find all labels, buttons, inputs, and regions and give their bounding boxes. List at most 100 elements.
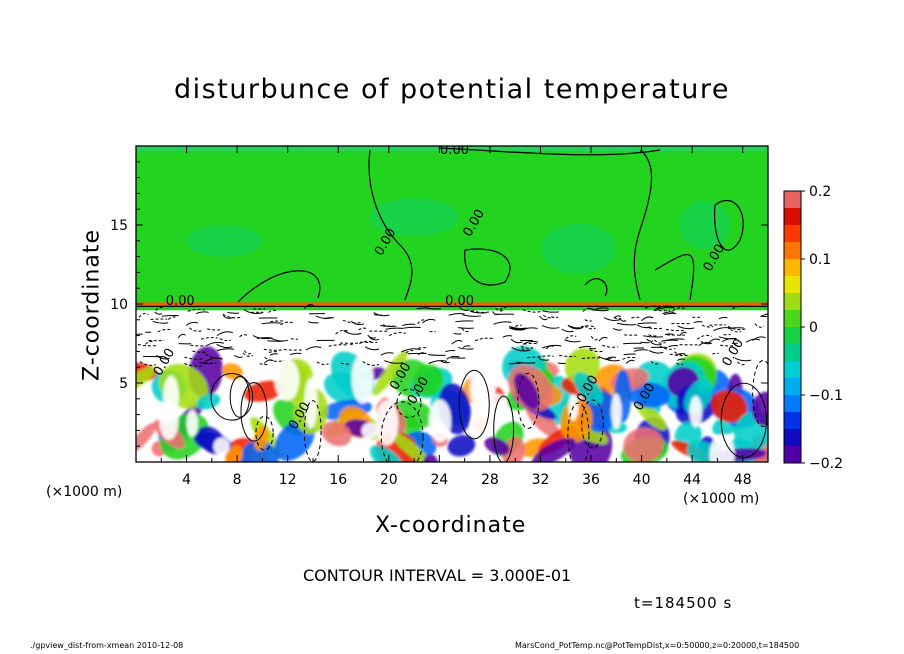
x-tick-label-4: 4	[182, 472, 191, 488]
contour-line	[650, 341, 662, 346]
contour-line	[240, 382, 268, 442]
contour-line	[493, 395, 515, 462]
field-cell	[321, 421, 352, 447]
field-patch	[369, 198, 459, 237]
contour-line	[177, 333, 186, 339]
contour-line	[429, 330, 436, 333]
contour-line	[252, 335, 273, 340]
contour-line	[303, 400, 322, 462]
contour-label: 0.00	[445, 294, 474, 309]
contour-line	[259, 363, 269, 366]
contour-line	[622, 356, 637, 360]
contour-line	[350, 342, 361, 346]
contour-line	[584, 325, 596, 330]
chart-title: disturbunce of potential temperature	[174, 74, 730, 105]
contour-line	[233, 354, 243, 358]
colorbar-band	[784, 225, 801, 243]
colorbar-band	[784, 327, 801, 345]
field-cell	[225, 445, 243, 462]
contour-line	[380, 324, 397, 327]
contour-line	[263, 359, 274, 364]
contour-line	[665, 328, 684, 332]
y-tick-label-5: 5	[119, 376, 128, 392]
field-patch	[679, 201, 731, 249]
contour-line	[157, 328, 173, 333]
contour-line	[633, 349, 648, 352]
contour-line	[417, 319, 428, 325]
contour-line	[523, 342, 538, 345]
contour-line	[401, 348, 421, 353]
contour-line	[362, 360, 380, 366]
contour-line	[268, 351, 278, 353]
contour-line	[462, 314, 481, 317]
y-tick-label-15: 15	[110, 218, 128, 234]
contour-line	[268, 309, 277, 313]
contour-line	[216, 331, 234, 337]
colorbar-band	[784, 310, 801, 328]
contour-line	[568, 324, 584, 329]
contour-line	[145, 340, 154, 345]
field-cell	[244, 380, 285, 402]
contour-line	[679, 331, 687, 337]
contour-line	[551, 316, 559, 318]
contour-line	[380, 401, 424, 462]
contour-line	[676, 362, 684, 366]
contour-line	[646, 338, 654, 342]
contour-line	[522, 309, 542, 313]
contour-line	[448, 312, 465, 316]
field-cell	[514, 372, 540, 410]
colorbar-band	[784, 344, 801, 362]
contour-line	[567, 402, 590, 462]
x-tick-label-40: 40	[633, 472, 651, 488]
contour-line	[305, 346, 322, 351]
field-cell	[159, 401, 179, 441]
field-cell	[531, 437, 576, 462]
contour-line	[308, 321, 319, 324]
contour-line	[264, 357, 285, 362]
contour-line	[138, 312, 149, 318]
colorbar-band	[784, 191, 801, 209]
colorbar-tick-label: −0.2	[809, 456, 843, 472]
contour-line	[511, 346, 531, 352]
colorbar-band	[784, 259, 801, 277]
contour-line	[270, 320, 286, 323]
x-tick-label-32: 32	[532, 472, 550, 488]
contour-line	[508, 362, 521, 365]
contour-line	[662, 311, 675, 315]
field-cell	[484, 437, 510, 456]
contour-line	[198, 361, 214, 365]
x-tick-label-24: 24	[430, 472, 448, 488]
contour-line	[283, 348, 303, 351]
contour-line	[542, 310, 559, 313]
contour-line	[154, 311, 163, 315]
field-cell	[375, 399, 399, 446]
contour-line	[745, 338, 761, 343]
contour-line	[633, 149, 653, 301]
field-patch	[186, 225, 263, 257]
x-axis-unit-right: (×1000 m)	[683, 491, 760, 507]
x-tick-label-28: 28	[481, 472, 499, 488]
contour-line	[700, 341, 713, 345]
contour-line	[521, 347, 529, 352]
contour-line	[453, 332, 462, 335]
contour-line	[541, 344, 562, 349]
contour-line	[396, 388, 422, 418]
contour-line	[516, 361, 536, 364]
contour-line	[195, 311, 209, 314]
contour-line	[403, 326, 421, 329]
contour-line	[520, 345, 534, 349]
contour-line	[137, 344, 158, 347]
contour-line	[439, 147, 661, 156]
contour-line	[754, 323, 765, 328]
contour-line	[388, 332, 406, 337]
field-cell	[636, 402, 667, 431]
contour-line	[643, 335, 664, 338]
contour-line	[656, 306, 675, 311]
contour-line	[623, 342, 642, 345]
contour-line	[564, 339, 581, 343]
x-axis-label: X-coordinate	[375, 513, 527, 538]
field-patch	[540, 223, 617, 274]
x-tick-label-12: 12	[279, 472, 297, 488]
